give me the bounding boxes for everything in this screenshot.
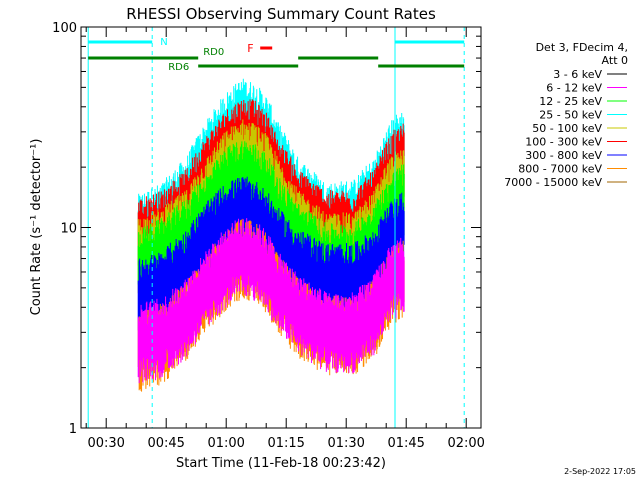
chart-title: RHESSI Observing Summary Count Rates <box>126 5 436 23</box>
legend-header-0: Det 3, FDecim 4, <box>536 41 628 54</box>
y-tick-label-2: 100 <box>52 21 77 36</box>
y-tick-label-1: 10 <box>60 222 77 237</box>
x-tick-label-1: 00:45 <box>147 436 184 451</box>
legend-label-1: 6 - 12 keV <box>546 82 602 95</box>
legend-label-2: 12 - 25 keV <box>539 95 602 108</box>
legend-label-4: 50 - 100 keV <box>532 122 602 135</box>
x-tick-label-4: 01:30 <box>327 436 364 451</box>
x-axis: 00:30 00:45 01:00 01:15 01:30 01:45 02:00 <box>85 27 485 451</box>
x-tick-label-5: 01:45 <box>387 436 424 451</box>
legend-label-0: 3 - 6 keV <box>553 68 602 81</box>
series-6 <box>137 218 405 384</box>
series-layer <box>137 78 405 392</box>
x-tick-label-3: 01:15 <box>267 436 304 451</box>
night-bar-label-0: N <box>160 37 167 48</box>
y-axis-label: Count Rate (s⁻¹ detector⁻¹) <box>29 139 44 316</box>
y-axis: 1 10 100 <box>52 21 481 437</box>
footer-date: 2-Sep-2022 17:05 <box>564 467 636 476</box>
legend-label-5: 100 - 300 keV <box>525 136 602 149</box>
x-tick-label-0: 00:30 <box>87 436 124 451</box>
legend-label-7: 800 - 7000 keV <box>518 163 602 176</box>
legend-label-8: 7000 - 15000 keV <box>504 176 602 189</box>
x-axis-label: Start Time (11-Feb-18 00:23:42) <box>176 456 386 471</box>
y-tick-label-0: 1 <box>69 422 77 437</box>
x-tick-label-2: 01:00 <box>207 436 244 451</box>
data-bar-label-0: RD0 <box>203 47 224 58</box>
x-tick-label-6: 02:00 <box>447 436 484 451</box>
legend-label-3: 25 - 50 keV <box>539 109 602 122</box>
data-bar-label-1: RD6 <box>168 62 189 73</box>
legend-label-6: 300 - 800 keV <box>525 149 602 162</box>
flare-bar-label-0: F <box>247 42 253 55</box>
legend-header-1: Att 0 <box>602 54 628 67</box>
